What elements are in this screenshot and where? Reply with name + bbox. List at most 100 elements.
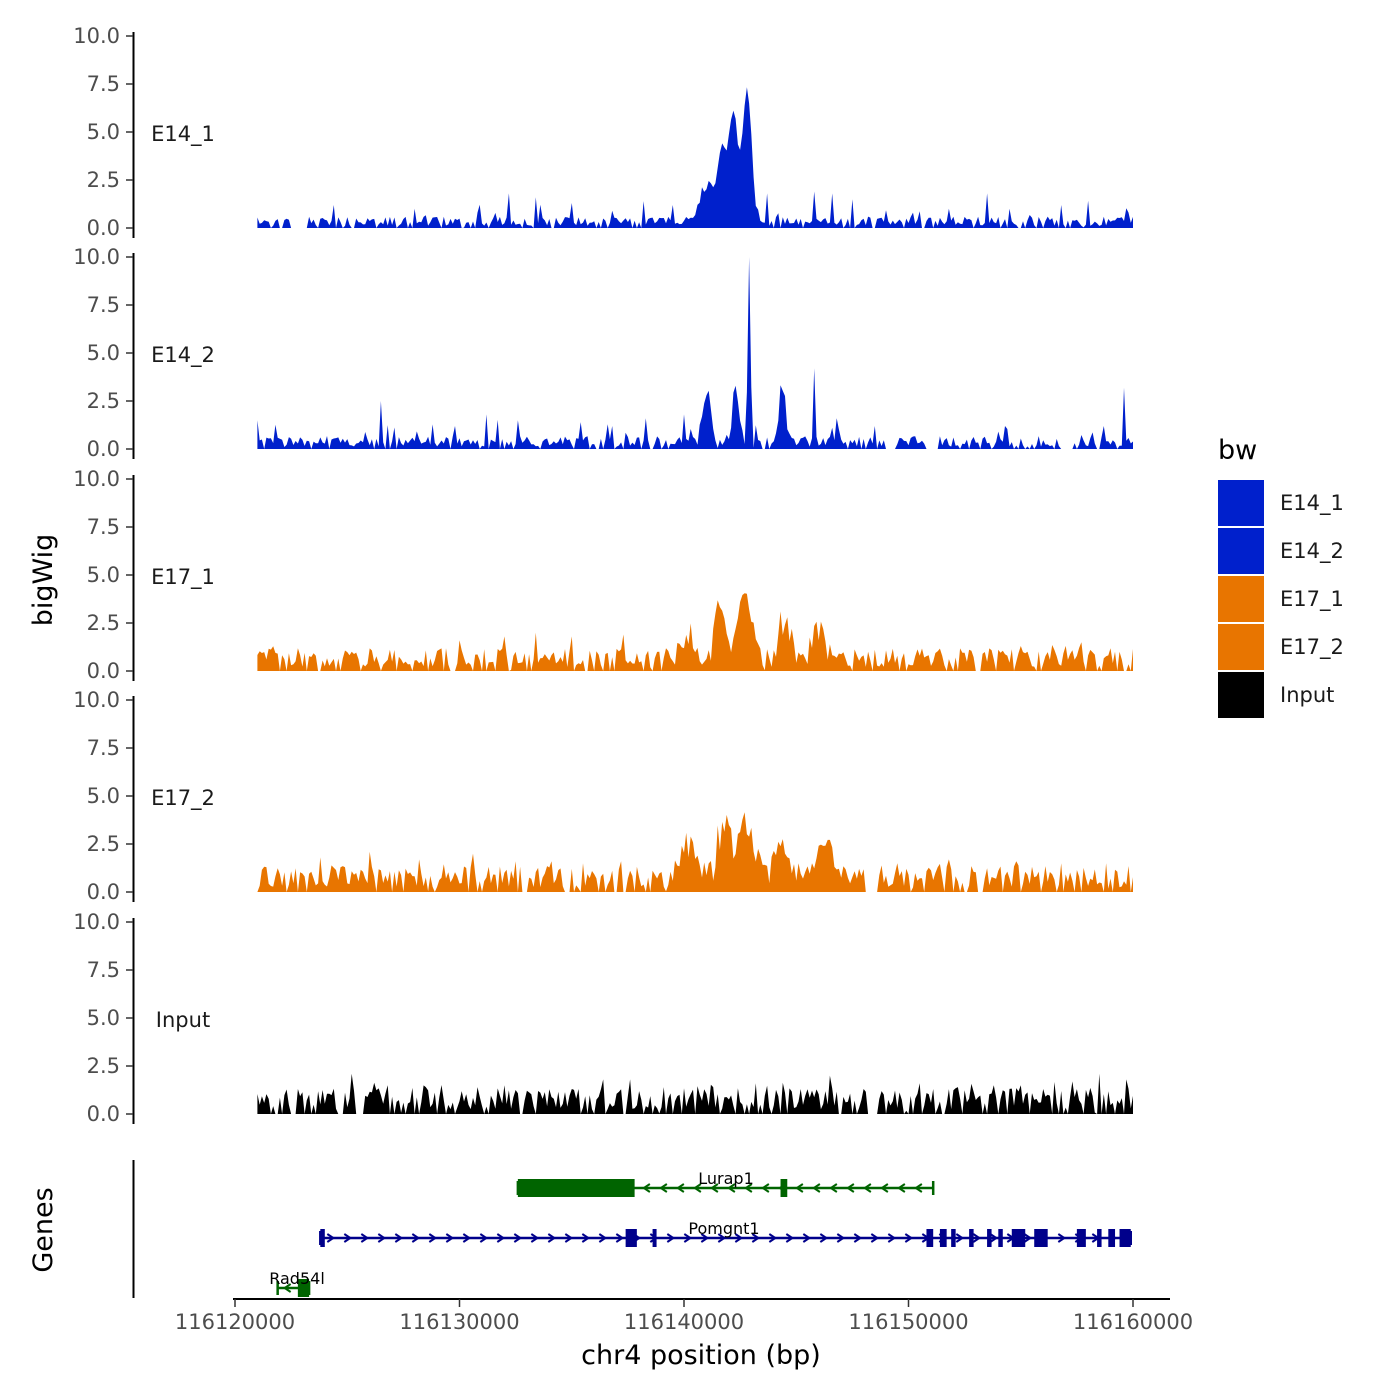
legend-swatch	[1218, 480, 1264, 526]
strand-arrow	[761, 1183, 770, 1193]
legend-item-input: Input	[1218, 672, 1334, 718]
exon	[998, 1229, 1003, 1247]
legend-swatch	[1218, 672, 1264, 718]
y-tick-label: 7.5	[87, 72, 120, 96]
exon	[1076, 1229, 1086, 1247]
legend-item-e17-1: E17_1	[1218, 576, 1344, 622]
strand-arrow	[513, 1233, 523, 1243]
y-tick-label: 5.0	[87, 784, 120, 808]
gene-label: Rad54l	[269, 1269, 325, 1288]
y-tick-label: 2.5	[87, 1054, 120, 1078]
x-tick-label: 116150000	[848, 1310, 968, 1334]
gene-label: Pomgnt1	[688, 1219, 759, 1238]
legend-label: E17_2	[1280, 635, 1344, 660]
y-tick-label: 7.5	[87, 293, 120, 317]
strand-arrow	[496, 1233, 506, 1243]
legend-label: Input	[1280, 683, 1334, 707]
strand-arrow	[1057, 1233, 1067, 1243]
track-input: 0.0 2.5 5.0 7.5 10.0 Input	[73, 910, 1133, 1126]
y-tick-label: 0.0	[87, 880, 120, 904]
x-tick-label: 116160000	[1073, 1310, 1193, 1334]
exon	[1108, 1229, 1116, 1247]
y-axis-title: bigWig	[28, 534, 59, 627]
y-tick-label: 0.0	[87, 1102, 120, 1126]
exon	[652, 1229, 657, 1247]
y-tick-label: 5.0	[87, 120, 120, 144]
track-label: Input	[156, 1008, 210, 1032]
legend-title: bw	[1218, 435, 1257, 466]
strand-arrow	[972, 1233, 982, 1243]
y-tick-label: 10.0	[73, 910, 120, 934]
strand-arrow	[897, 1183, 906, 1193]
strand-arrow	[693, 1183, 702, 1193]
coverage-area	[257, 812, 1133, 892]
y-tick-label: 7.5	[87, 515, 120, 539]
exon	[1119, 1229, 1131, 1247]
strand-arrow	[326, 1233, 336, 1243]
x-axis-title: chr4 position (bp)	[581, 1340, 821, 1371]
strand-arrow	[394, 1233, 404, 1243]
strand-arrow	[615, 1233, 625, 1243]
gene-rad54l: Rad54l	[269, 1269, 325, 1297]
strand-arrow	[717, 1233, 727, 1243]
strand-arrow	[734, 1233, 744, 1243]
x-tick-label: 116130000	[399, 1310, 519, 1334]
strand-arrow	[462, 1233, 472, 1243]
y-tick-label: 10.0	[73, 245, 120, 269]
gene-label: Lurap1	[698, 1169, 754, 1188]
track-e14-2: 0.0 2.5 5.0 7.5 10.0 E14_2	[73, 245, 1133, 461]
strand-arrow	[700, 1233, 710, 1243]
legend-item-e17-2: E17_2	[1218, 624, 1344, 670]
y-tick-label: 0.0	[87, 437, 120, 461]
strand-arrow	[904, 1233, 914, 1243]
exon	[926, 1229, 934, 1247]
strand-arrow	[870, 1233, 880, 1243]
track-e14-1: 0.0 2.5 5.0 7.5 10.0 E14_1	[73, 24, 1133, 240]
strand-arrow	[989, 1233, 999, 1243]
gene-pomgnt1: Pomgnt1	[319, 1219, 1133, 1247]
exon	[1097, 1229, 1102, 1247]
legend-swatch	[1218, 528, 1264, 574]
strand-arrow	[343, 1233, 353, 1243]
bigwig-tracks: 0.0 2.5 5.0 7.5 10.0 E14_1 0.0 2.5 5.0 7.5 10.0 E14…	[73, 24, 1133, 1126]
strand-arrow	[598, 1233, 608, 1243]
strand-arrow	[853, 1233, 863, 1243]
strand-arrow	[727, 1183, 736, 1193]
strand-arrow	[666, 1233, 676, 1243]
strand-arrow	[659, 1183, 668, 1193]
exon	[987, 1229, 992, 1247]
coverage-area	[257, 87, 1133, 228]
legend-swatch	[1218, 576, 1264, 622]
y-tick-label: 2.5	[87, 611, 120, 635]
exon	[1011, 1229, 1026, 1247]
coverage-area	[257, 257, 1133, 449]
y-tick-label: 0.0	[87, 659, 120, 683]
strand-arrow	[547, 1233, 557, 1243]
strand-arrow	[914, 1183, 923, 1193]
strand-arrow	[768, 1233, 778, 1243]
y-tick-label: 0.0	[87, 216, 120, 240]
strand-arrow	[683, 1233, 693, 1243]
strand-arrow	[829, 1183, 838, 1193]
strand-arrow	[676, 1183, 685, 1193]
exon	[517, 1179, 635, 1197]
y-tick-label: 10.0	[73, 24, 120, 48]
strand-arrow	[581, 1233, 591, 1243]
x-axis: 116120000 116130000 116140000 116150000 1161…	[175, 1298, 1193, 1334]
exon	[969, 1229, 974, 1247]
strand-arrow	[785, 1233, 795, 1243]
x-tick-label: 116140000	[624, 1310, 744, 1334]
strand-arrow	[710, 1183, 719, 1193]
strand-arrow	[642, 1183, 651, 1193]
gene-track: Lurap1 Pomgnt1 Rad54l	[132, 1160, 1133, 1298]
coverage-area	[257, 1073, 1133, 1114]
strand-arrow	[802, 1233, 812, 1243]
track-label: E17_2	[151, 786, 215, 811]
y-tick-label: 2.5	[87, 832, 120, 856]
y-tick-label: 7.5	[87, 958, 120, 982]
strand-arrow	[955, 1233, 965, 1243]
strand-arrow	[863, 1183, 872, 1193]
strand-arrow	[411, 1233, 421, 1243]
strand-arrow	[880, 1183, 889, 1193]
